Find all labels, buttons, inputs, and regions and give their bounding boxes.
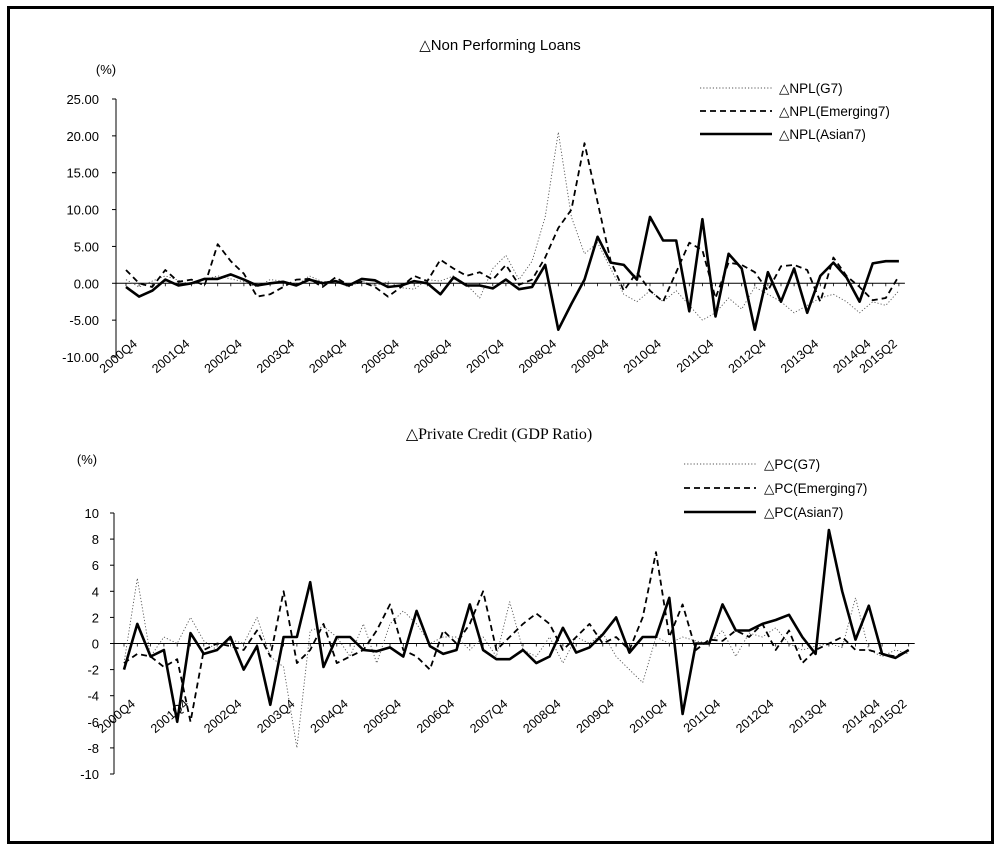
chart-1-y-unit: (%)	[77, 452, 97, 467]
chart-0-series-dashed-line	[125, 142, 900, 303]
chart-1-y-tick-label: 0	[92, 637, 99, 652]
chart-1-x-tick-label: 2011Q4	[681, 697, 723, 736]
chart-1-x-tick-label: 2009Q4	[574, 697, 617, 736]
chart-1-x-tick-label: 2005Q4	[361, 697, 404, 736]
chart-0-x-tick-label: 2000Q4	[97, 337, 140, 376]
chart-0-x-tick-label: 2005Q4	[359, 337, 402, 376]
chart-1-series-solid-line	[122, 528, 910, 724]
chart-1-x-tick-label: 2004Q4	[308, 697, 351, 736]
chart-1-y-tick-label: 10	[85, 506, 99, 521]
chart-0-x-tick-label: 2001Q4	[149, 337, 192, 376]
chart-0-x-tick-label: 2009Q4	[568, 337, 611, 376]
chart-0-legend-label: △NPL(G7)	[779, 81, 843, 96]
chart-1-x-tick-label: 2003Q4	[254, 697, 297, 736]
chart-0-y-tick-label: -5.00	[69, 313, 99, 328]
chart-1-x-tick-label: 2007Q4	[467, 697, 510, 736]
chart-0-legend-label: △NPL(Asian7)	[779, 127, 866, 142]
chart-1-legend-label: △PC(Asian7)	[764, 505, 843, 520]
chart-0-y-tick-label: -10.00	[62, 350, 99, 365]
chart-0-x-tick-label: 2007Q4	[464, 337, 507, 376]
chart-0-legend-label: △NPL(Emerging7)	[779, 104, 890, 119]
chart-1-x-tick-label: 2012Q4	[733, 697, 776, 736]
chart-0-x-tick-label: 2006Q4	[411, 337, 454, 376]
chart-1-legend-label: △PC(G7)	[764, 457, 820, 472]
chart-0-y-tick-label: 10.00	[66, 203, 99, 218]
chart-1-y-tick-label: 4	[92, 584, 99, 599]
chart-1-x-tick-label: 2002Q4	[201, 697, 244, 736]
chart-0-series-dotted-line	[125, 131, 900, 321]
chart-1-x-tick-label: 2013Q4	[786, 697, 829, 736]
chart-0-x-tick-label: 2013Q4	[778, 337, 821, 376]
chart-0-y-tick-label: 15.00	[66, 166, 99, 181]
chart-0-x-tick-label: 2004Q4	[306, 337, 349, 376]
chart-0-x-tick-label: 2002Q4	[202, 337, 245, 376]
chart-1-x-tick-label: 2008Q4	[520, 697, 563, 736]
chart-1-y-tick-label: 8	[92, 532, 99, 547]
chart-1-x-tick-label: 2001Q4	[148, 697, 191, 736]
chart-1-y-tick-label: 2	[92, 610, 99, 625]
chart-1-y-tick-label: -2	[87, 663, 99, 678]
chart-0-x-tick-label: 2012Q4	[726, 337, 769, 376]
chart-1-y-tick-label: 6	[92, 558, 99, 573]
chart-0-y-tick-label: 25.00	[66, 92, 99, 107]
figure-frame	[7, 6, 994, 844]
chart-1-series-dashed-line	[123, 551, 910, 723]
chart-1-y-tick-label: -4	[87, 689, 99, 704]
chart-0-x-tick-label: 2008Q4	[516, 337, 559, 376]
chart-0-title: △Non Performing Loans	[419, 37, 581, 54]
chart-0-series-solid-line	[125, 215, 899, 332]
chart-0-y-tick-label: 20.00	[66, 129, 99, 144]
chart-1-x-tick-label: 2006Q4	[414, 697, 457, 736]
chart-0-x-tick-label: 2011Q4	[674, 337, 716, 376]
chart-0-y-tick-label: 0.00	[74, 276, 99, 291]
chart-0-y-tick-label: 5.00	[74, 239, 99, 254]
chart-0-x-tick-label: 2003Q4	[254, 337, 297, 376]
chart-1-y-tick-label: -8	[87, 741, 99, 756]
chart-1-y-tick-label: -10	[80, 767, 99, 782]
chart-1-title: △Private Credit (GDP Ratio)	[406, 426, 592, 443]
chart-0-x-tick-label: 2010Q4	[621, 337, 664, 376]
chart-1-legend-label: △PC(Emerging7)	[764, 481, 867, 496]
chart-1-x-tick-label: 2010Q4	[627, 697, 670, 736]
chart-1-y-tick-label: -6	[87, 715, 99, 730]
chart-1-x-tick-label: 2000Q4	[95, 697, 138, 736]
chart-0-y-unit: (%)	[96, 62, 116, 77]
